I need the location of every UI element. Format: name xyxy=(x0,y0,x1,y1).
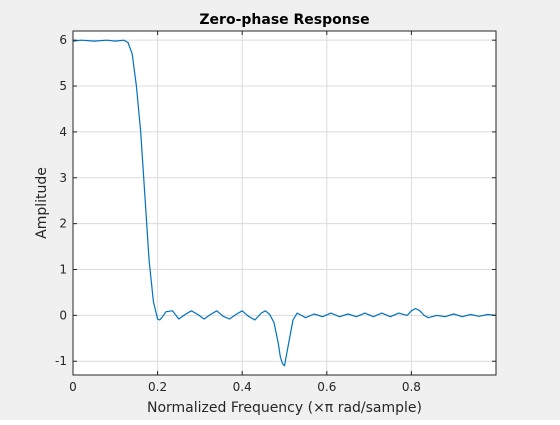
y-tick-label: 6 xyxy=(59,33,67,47)
x-tick-label: 0.2 xyxy=(148,380,167,394)
grid-lines xyxy=(72,31,496,375)
axes-box xyxy=(72,30,497,376)
series-line xyxy=(72,39,497,367)
series-lines xyxy=(72,39,497,367)
y-tick-label: 0 xyxy=(59,308,67,322)
x-tick-label: 0.6 xyxy=(317,380,336,394)
x-tick-label: 0.8 xyxy=(402,380,421,394)
x-axis-title: Normalized Frequency (×π rad/sample) xyxy=(147,400,422,416)
plot-area xyxy=(73,31,496,375)
x-tick-label: 0 xyxy=(69,380,77,394)
y-tick-label: 3 xyxy=(59,171,67,185)
y-tick-label: 5 xyxy=(59,79,67,93)
x-tick-label: 0.4 xyxy=(233,380,252,394)
y-axis-title: Amplitude xyxy=(34,167,50,239)
y-tick-label: 2 xyxy=(59,217,67,231)
y-tick-label: -1 xyxy=(55,354,67,368)
chart-title: Zero-phase Response xyxy=(199,12,369,28)
y-tick-label: 4 xyxy=(59,125,67,139)
y-tick-label: 1 xyxy=(59,263,67,277)
